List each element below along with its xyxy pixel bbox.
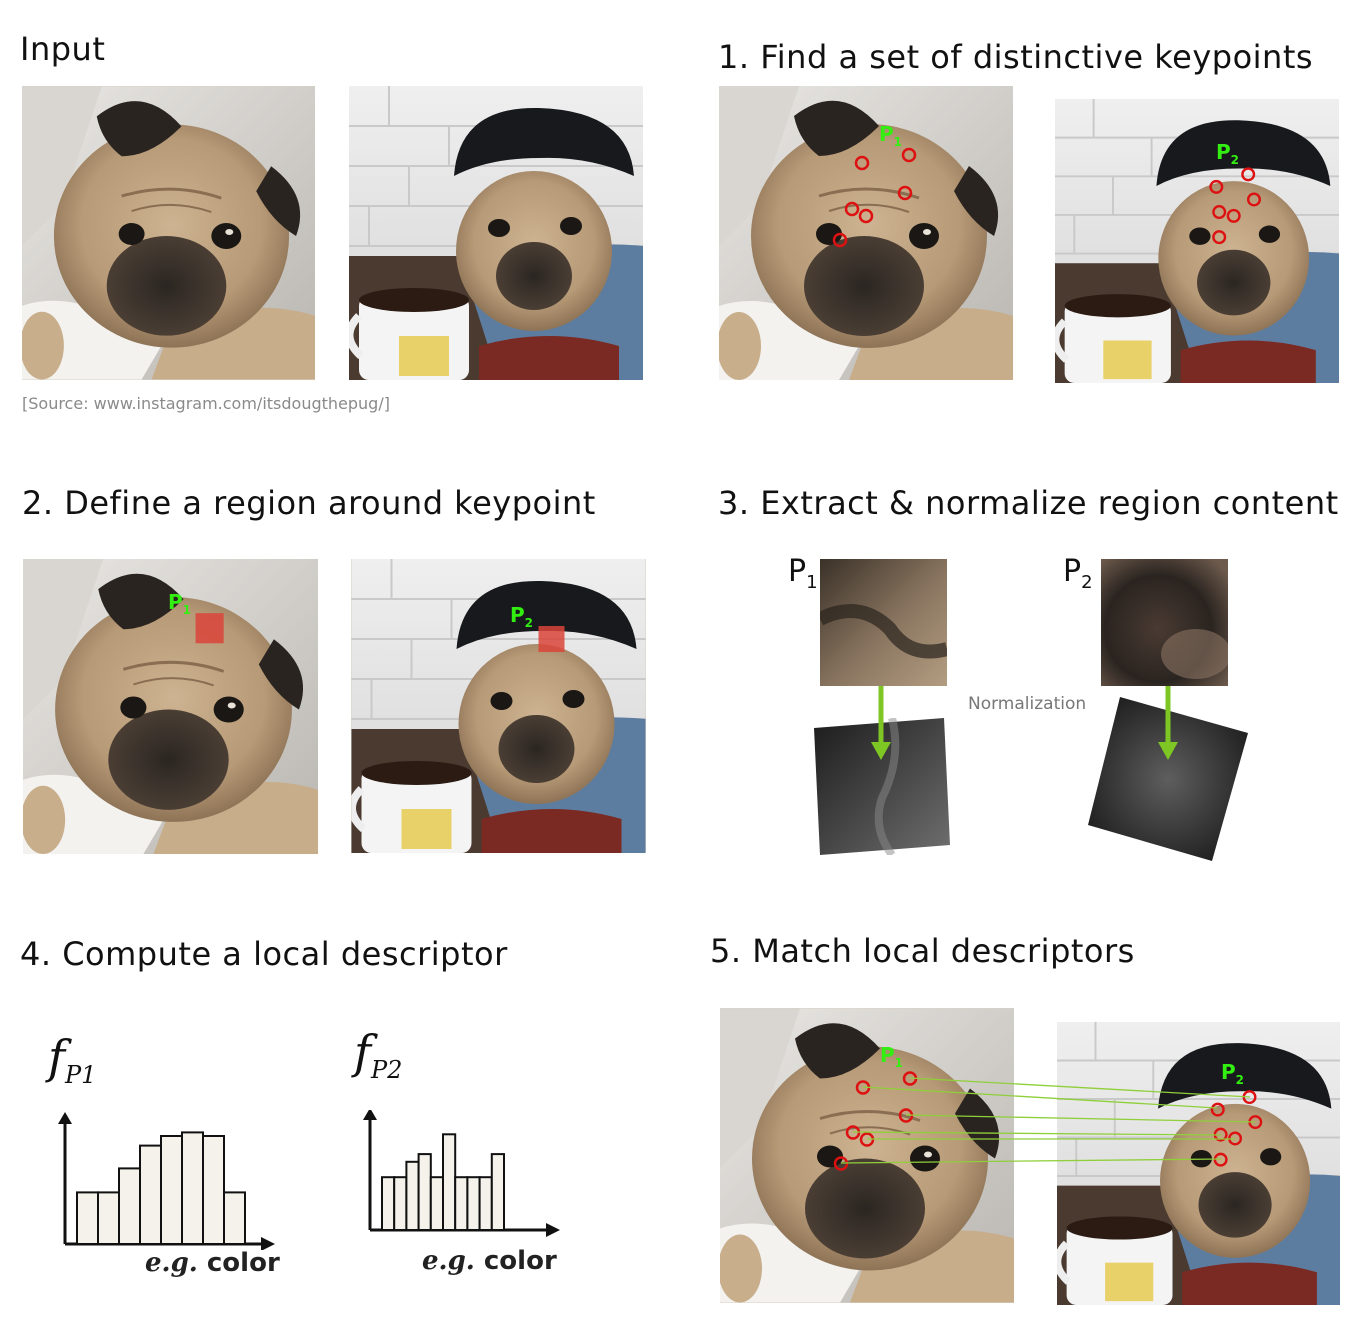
histogram-bar (97, 1191, 120, 1245)
step2-image-1 (23, 559, 318, 854)
step2-p1-label: P1 (168, 590, 192, 617)
input-image-2 (349, 86, 643, 380)
histogram-bar (223, 1191, 246, 1245)
histogram-p2-xlabel: e.g. color (422, 1246, 557, 1276)
histogram-bar (160, 1135, 183, 1245)
histogram-bar (429, 1176, 445, 1231)
histogram-bar (405, 1160, 420, 1231)
normalized-patch-p2 (1088, 697, 1248, 861)
patch-p1 (820, 559, 947, 686)
source-caption: [Source: www.instagram.com/itsdougthepug… (22, 394, 390, 413)
normalized-patch-p1 (812, 718, 950, 855)
input-image-1 (22, 86, 315, 380)
histogram-bar (76, 1191, 99, 1245)
step3-p2-label: P2 (1063, 554, 1093, 593)
step5-image-2 (1057, 1022, 1340, 1305)
step5-image-1 (720, 1008, 1014, 1303)
input-title: Input (20, 30, 106, 68)
histogram-bar (381, 1176, 396, 1231)
step3-p1-label: P1 (788, 554, 818, 593)
step5-p2-label: P2 (1221, 1060, 1245, 1087)
step3-title: 3. Extract & normalize region content (718, 484, 1339, 522)
step2-p2-label: P2 (510, 603, 534, 630)
region-box-1 (195, 613, 224, 644)
histogram-bar (139, 1144, 162, 1245)
step1-p1-label: P1 (879, 122, 903, 149)
step2-image-2 (351, 559, 646, 853)
normalization-label: Normalization (968, 694, 1087, 714)
histogram-p1-xlabel: e.g. color (145, 1248, 280, 1278)
histogram-bar (202, 1135, 225, 1245)
region-box-2 (538, 626, 565, 652)
histogram-bar (442, 1133, 457, 1231)
histogram-bar (417, 1153, 432, 1231)
histogram-p1 (58, 1112, 275, 1250)
step5-p1-label: P1 (880, 1043, 904, 1070)
histogram-bar (490, 1153, 506, 1231)
step1-image-2 (1055, 99, 1339, 383)
histogram-bar (454, 1176, 469, 1231)
histogram-bar (181, 1131, 204, 1245)
normalization-arrows (871, 686, 1178, 760)
keypoint-markers-1 (832, 147, 917, 248)
step1-p2-label: P2 (1216, 140, 1240, 167)
patch-p2 (1101, 559, 1228, 686)
descriptor-symbol-1: fP1 (48, 1030, 97, 1090)
step4-title: 4. Compute a local descriptor (20, 935, 508, 973)
keypoint-markers-2 (1209, 167, 1261, 245)
descriptor-symbol-2: fP2 (354, 1025, 403, 1085)
histogram-bar (478, 1176, 493, 1231)
step1-image-1 (719, 86, 1013, 380)
step5-title: 5. Match local descriptors (710, 932, 1135, 970)
histogram-bar (393, 1176, 408, 1231)
histogram-bar (118, 1167, 141, 1245)
step2-title: 2. Define a region around keypoint (22, 484, 596, 522)
step1-title: 1. Find a set of distinctive keypoints (718, 38, 1314, 76)
histogram-bar (466, 1176, 481, 1231)
histogram-p2 (363, 1110, 560, 1237)
